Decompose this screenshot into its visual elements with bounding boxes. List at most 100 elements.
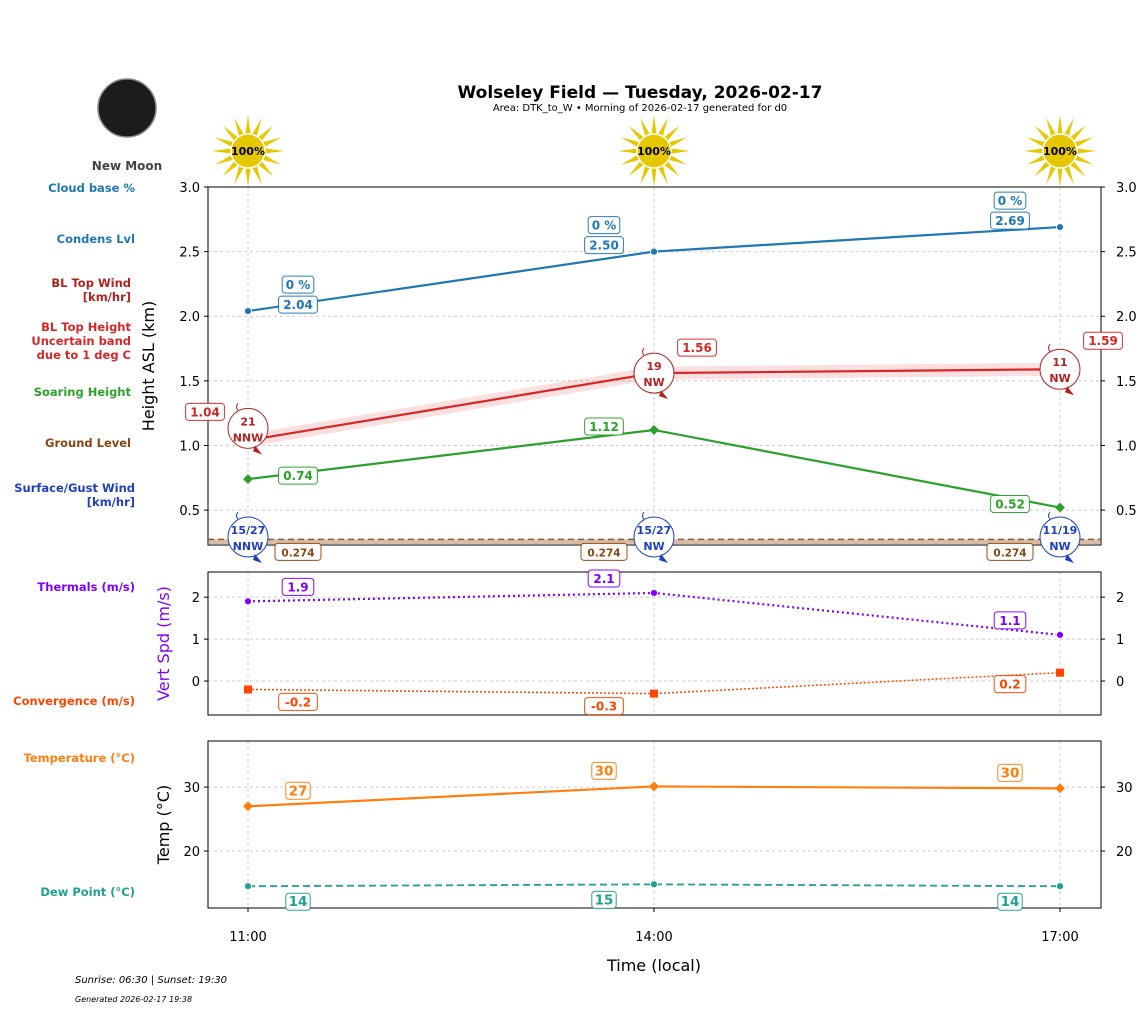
bl-top-value-label-box	[185, 402, 225, 421]
soaring-value-label: 0.74	[283, 469, 313, 483]
bl-top-wind: 21 NNW	[227, 403, 269, 455]
label-dew-point: Dew Point (°C)	[40, 885, 135, 899]
plot-frame	[207, 571, 1102, 716]
y-tick-label-right: 2	[1116, 591, 1124, 606]
wind-speed: 11/19	[1043, 524, 1078, 537]
sun-ray	[251, 117, 262, 138]
y-tick-label: 1	[192, 633, 200, 648]
label-thermals: Thermals (m/s)	[37, 580, 135, 594]
sun-ray	[245, 166, 251, 187]
y-tick-label: 2.5	[179, 246, 200, 261]
dew-point-line	[247, 883, 1061, 888]
generated-time: Generated 2026-02-17 19:38	[75, 995, 193, 1004]
page-title: Wolseley Field — Tuesday, 2026-02-17	[457, 83, 823, 103]
convergence-value-label: 0.2	[999, 678, 1020, 692]
wind-direction: NNW	[233, 540, 264, 553]
wind-speed: 11	[1052, 356, 1067, 369]
label-cloud-base: Cloud base %	[48, 181, 135, 195]
sun-icon: 100%	[1024, 115, 1096, 187]
sun-ray	[667, 154, 688, 165]
thermals-value-label: 1.1	[999, 614, 1020, 628]
cloud-base-label-box	[587, 216, 621, 235]
sun-disc	[230, 133, 266, 169]
dew-point-value-label-box	[997, 892, 1023, 911]
label-surface-wind: Surface/Gust Wind [km/hr]	[14, 481, 135, 509]
y-tick-label: 1.5	[179, 375, 200, 390]
y-tick-label-right: 20	[1116, 845, 1133, 860]
ground-level-label: 0.274	[993, 547, 1026, 559]
dew-point-point	[650, 880, 658, 889]
convergence-value-label: -0.3	[591, 700, 617, 714]
condens-value-label-box	[584, 236, 624, 255]
wind-circle	[633, 516, 675, 558]
wind-barb-icon	[236, 403, 239, 411]
cloud-base-label-box	[993, 191, 1027, 210]
y-tick-label: 3.0	[179, 181, 200, 196]
y-tick-label: 0	[192, 675, 200, 690]
label-bl-wind: BL Top Wind [km/hr]	[51, 276, 131, 304]
sun-ray	[245, 115, 251, 136]
convergence-value-label-box	[993, 675, 1027, 694]
wind-circle	[227, 407, 269, 449]
label-convergence: Convergence (m/s)	[13, 694, 135, 708]
wind-arrow-icon	[253, 554, 262, 563]
sun-ray	[1034, 160, 1051, 177]
sun-ray	[1073, 137, 1094, 148]
wind-barb-icon	[236, 511, 239, 520]
sun-ray	[1046, 117, 1057, 138]
sun-ray	[1057, 115, 1063, 136]
sun-ray	[261, 137, 282, 148]
ground-level-label: 0.274	[281, 547, 314, 559]
sun-ray	[214, 137, 235, 148]
sun-ray	[261, 154, 282, 165]
wind-circle	[633, 352, 675, 394]
label-bl-height: BL Top Height Uncertain band due to 1 de…	[31, 320, 131, 362]
thermals-point	[244, 597, 252, 606]
ground-level-label-box	[986, 542, 1034, 561]
y-tick-label: 2.0	[179, 310, 200, 325]
convergence-line	[247, 671, 1061, 695]
soaring-value-label-box	[584, 417, 624, 436]
wind-arrow-icon	[659, 390, 668, 400]
sunrise-sunset: Sunrise: 06:30 | Sunset: 19:30	[75, 975, 228, 986]
temperature-value-label: 30	[595, 763, 614, 779]
convergence-value-label-box	[584, 697, 624, 716]
temperature-value-label: 30	[1001, 765, 1020, 781]
bl-top-value-label: 1.56	[682, 341, 712, 355]
condens-value-label: 2.69	[995, 214, 1025, 228]
y-tick-label-right: 2.0	[1116, 310, 1137, 325]
y-tick-label: 0.5	[179, 504, 200, 519]
temperature-value-label-box	[285, 781, 311, 800]
sun-ray	[1034, 125, 1051, 142]
bl-top-wind: 11 NW	[1039, 343, 1081, 396]
sun-ray	[257, 125, 274, 142]
surface-wind: 15/27 NNW	[227, 511, 269, 563]
y-tick-label: 20	[183, 845, 200, 860]
wind-arrow-icon	[1065, 554, 1074, 563]
y-tick-label-right: 1.0	[1116, 439, 1137, 454]
wind-speed: 21	[240, 415, 255, 428]
x-tick-label: 17:00	[1041, 930, 1078, 945]
y-axis-label: Temp (°C)	[154, 785, 173, 865]
y-tick-label-right: 0	[1116, 675, 1124, 690]
convergence-value-label: -0.2	[285, 695, 311, 709]
moon-icon	[97, 78, 157, 138]
temperature-point	[1055, 783, 1065, 794]
y-tick-label-right: 1	[1116, 633, 1124, 648]
sun-ray	[1026, 137, 1047, 148]
x-axis-label: Time (local)	[606, 956, 701, 975]
cloud-base-label-box	[281, 275, 315, 294]
label-temperature: Temperature (°C)	[23, 751, 135, 765]
thermals-point	[650, 589, 658, 597]
surface-wind: 15/27 NW	[633, 511, 675, 563]
sun-ray	[620, 137, 641, 148]
sun-ray	[1069, 125, 1086, 142]
sun-disc	[1042, 133, 1078, 169]
x-tick-label: 14:00	[635, 930, 672, 945]
convergence-point	[1056, 668, 1064, 677]
cloud-base-label: 0 %	[592, 219, 617, 233]
condens-level-point	[244, 307, 252, 315]
x-tick-label: 11:00	[229, 930, 266, 945]
